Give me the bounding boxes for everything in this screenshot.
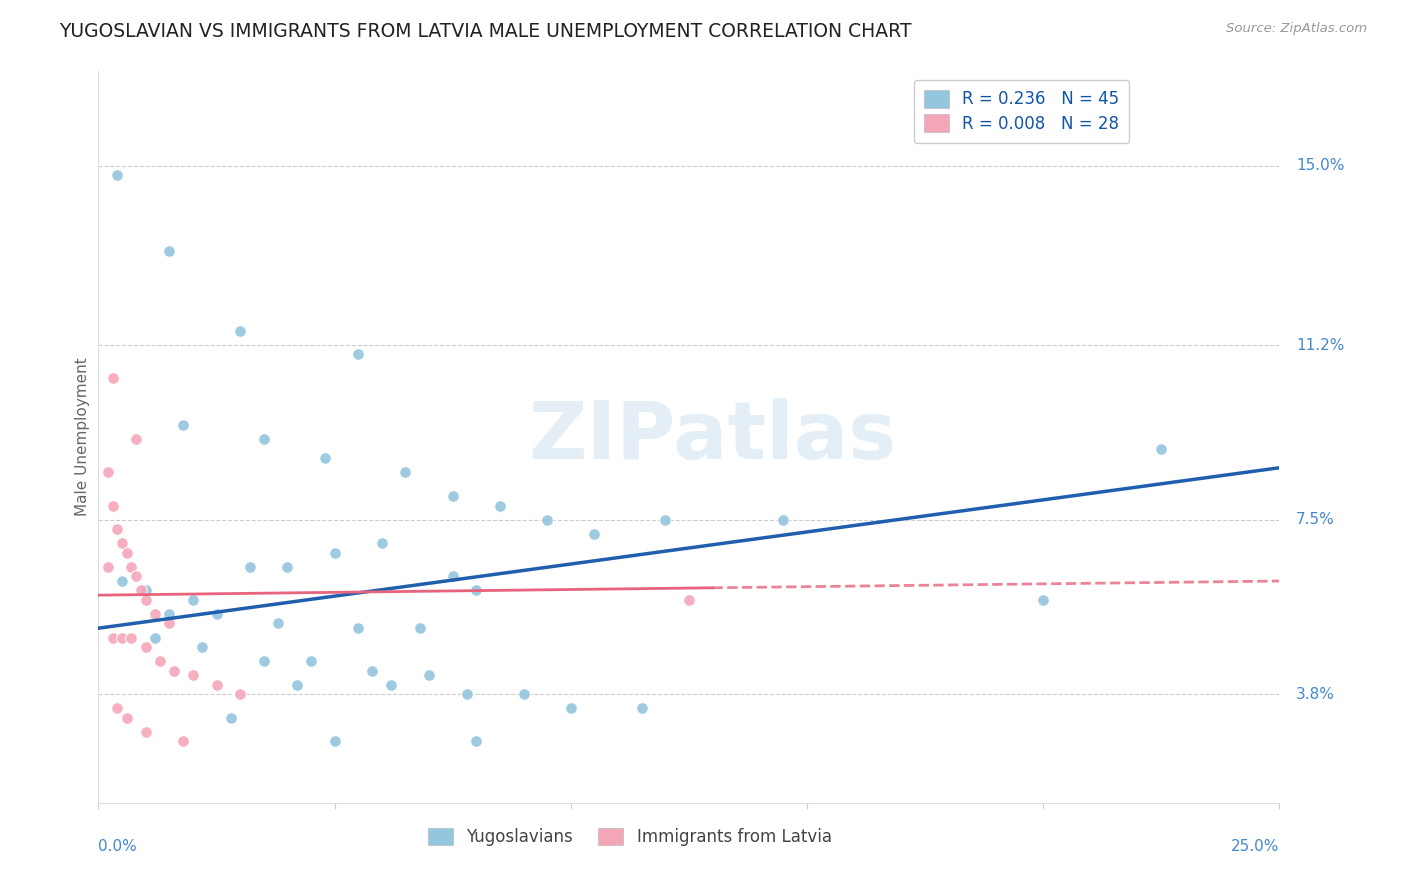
Point: [111, 536, 134, 550]
Text: 3.8%: 3.8%: [1296, 687, 1334, 702]
Point: [172, 418, 194, 433]
Point: [115, 711, 138, 725]
Point: [394, 466, 416, 480]
Point: [323, 546, 346, 560]
Point: [418, 668, 440, 682]
Point: [253, 654, 276, 668]
Point: [772, 513, 794, 527]
Point: [299, 654, 322, 668]
Point: [536, 513, 558, 527]
Point: [205, 607, 228, 621]
Point: [135, 640, 157, 654]
Point: [560, 701, 582, 715]
Point: [267, 616, 290, 631]
Point: [583, 526, 606, 541]
Text: YUGOSLAVIAN VS IMMIGRANTS FROM LATVIA MALE UNEMPLOYMENT CORRELATION CHART: YUGOSLAVIAN VS IMMIGRANTS FROM LATVIA MA…: [59, 22, 911, 41]
Point: [129, 583, 152, 598]
Point: [157, 244, 180, 258]
Point: [347, 621, 370, 635]
Point: [253, 433, 276, 447]
Text: 15.0%: 15.0%: [1296, 158, 1344, 173]
Point: [512, 687, 534, 701]
Point: [101, 371, 124, 385]
Point: [181, 668, 204, 682]
Point: [181, 593, 204, 607]
Point: [654, 513, 676, 527]
Point: [97, 466, 120, 480]
Point: [347, 347, 370, 361]
Point: [115, 546, 138, 560]
Point: [205, 678, 228, 692]
Point: [441, 489, 464, 503]
Point: [630, 701, 652, 715]
Point: [157, 607, 180, 621]
Point: [219, 711, 242, 725]
Point: [380, 678, 402, 692]
Point: [101, 499, 124, 513]
Point: [465, 583, 488, 598]
Point: [101, 631, 124, 645]
Point: [135, 593, 157, 607]
Point: [105, 522, 128, 536]
Point: [143, 607, 166, 621]
Text: Source: ZipAtlas.com: Source: ZipAtlas.com: [1226, 22, 1367, 36]
Point: [1032, 593, 1054, 607]
Point: [314, 451, 336, 466]
Point: [1150, 442, 1173, 456]
Text: ZIPatlas: ZIPatlas: [529, 398, 897, 476]
Point: [371, 536, 394, 550]
Point: [229, 687, 252, 701]
Point: [678, 593, 700, 607]
Text: 11.2%: 11.2%: [1296, 337, 1344, 352]
Point: [125, 433, 148, 447]
Point: [121, 559, 143, 574]
Point: [408, 621, 430, 635]
Y-axis label: Male Unemployment: Male Unemployment: [75, 358, 90, 516]
Point: [276, 559, 298, 574]
Text: 7.5%: 7.5%: [1296, 512, 1334, 527]
Point: [105, 168, 128, 182]
Point: [143, 631, 166, 645]
Point: [149, 654, 172, 668]
Point: [157, 616, 180, 631]
Point: [111, 574, 134, 588]
Legend: Yugoslavians, Immigrants from Latvia: Yugoslavians, Immigrants from Latvia: [422, 822, 838, 853]
Point: [361, 664, 384, 678]
Point: [229, 324, 252, 338]
Text: 25.0%: 25.0%: [1232, 839, 1279, 855]
Point: [285, 678, 308, 692]
Point: [135, 725, 157, 739]
Point: [489, 499, 512, 513]
Point: [441, 569, 464, 583]
Point: [97, 559, 120, 574]
Point: [239, 559, 262, 574]
Point: [456, 687, 478, 701]
Point: [135, 583, 157, 598]
Point: [465, 734, 488, 748]
Point: [323, 734, 346, 748]
Text: 0.0%: 0.0%: [98, 839, 138, 855]
Point: [105, 701, 128, 715]
Point: [163, 664, 186, 678]
Point: [191, 640, 214, 654]
Point: [172, 734, 194, 748]
Point: [111, 631, 134, 645]
Point: [125, 569, 148, 583]
Point: [121, 631, 143, 645]
